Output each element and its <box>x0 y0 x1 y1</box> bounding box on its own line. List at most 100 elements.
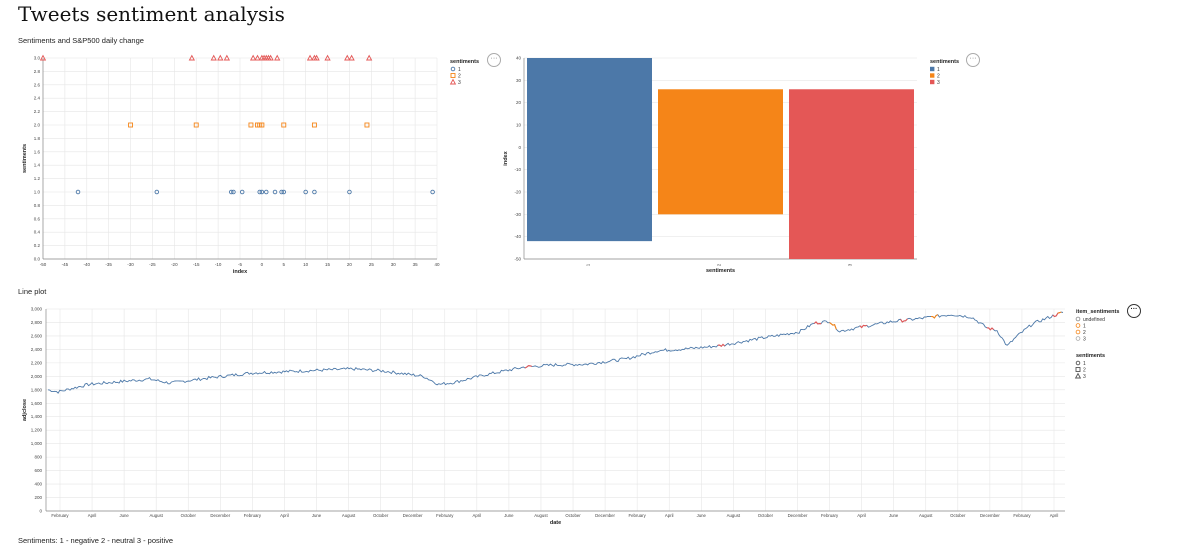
scatter-x-tick-label: -20 <box>171 262 178 267</box>
scatter-y-tick-label: 2.0 <box>34 123 41 128</box>
scatter-y-tick-label: 0.2 <box>34 243 41 248</box>
line-x-tick-label: April <box>473 513 482 518</box>
adjclose-series-line <box>47 311 1064 394</box>
line-x-tick-label: February <box>436 513 454 518</box>
line-legend-symbol-3 <box>1075 336 1081 341</box>
scatter-point-sentiment-1 <box>154 189 160 195</box>
scatter-point-sentiment-3 <box>254 54 261 61</box>
scatter-point-sentiment-3 <box>188 54 196 61</box>
line-legend-shape-2 <box>1075 367 1081 372</box>
scatter-y-tick-label: 0.0 <box>34 257 41 262</box>
line-y-tick-label: 2,000 <box>31 374 43 379</box>
scatter-point-sentiment-1 <box>303 189 308 195</box>
scatter-y-tick-label: 0.6 <box>34 216 41 221</box>
scatter-point-sentiment-1 <box>312 189 317 195</box>
line-x-tick-label: October <box>181 513 197 518</box>
scatter-y-tick-label: 2.8 <box>34 69 41 74</box>
line-plot-area: 0 200 400 600 800 1,000 1,200 1,400 1,600 1,800 2,… <box>22 307 1119 527</box>
scatter-actions-menu-button[interactable]: ··· <box>487 53 501 67</box>
line-y-axis-label: adjclose <box>22 399 28 421</box>
bar-legend-label: 3 <box>937 80 940 86</box>
line-legend-title-item-sentiments: item_sentiments <box>1076 309 1119 315</box>
line-x-tick-label: April <box>665 513 674 518</box>
scatter-legend-symbol-1 <box>450 66 456 72</box>
line-x-tick-label: October <box>373 513 389 518</box>
line-y-tick-label: 1,200 <box>31 428 43 433</box>
line-x-tick-label: February <box>1013 513 1031 518</box>
bar-actions-menu-button[interactable]: ··· <box>966 53 980 67</box>
scatter-x-tick-label: -35 <box>105 262 112 267</box>
line-x-tick-label: June <box>697 513 707 518</box>
line-x-tick-label: October <box>565 513 581 518</box>
bar-legend-title: sentiments <box>930 59 959 65</box>
line-y-tick-label: 2,600 <box>31 333 43 338</box>
scatter-x-tick-label: 5 <box>283 262 286 267</box>
line-x-tick-label: August <box>727 513 741 518</box>
bar-y-axis-label: index <box>503 150 509 165</box>
line-x-axis-label: date <box>550 520 561 526</box>
scatter-x-tick-label: -15 <box>193 262 200 267</box>
line-x-tick-label: February <box>244 513 262 518</box>
scatter-point-sentiment-3 <box>324 54 331 61</box>
line-x-tick-label: August <box>919 513 933 518</box>
sentiment-highlight-segment <box>1057 311 1062 314</box>
line-y-tick-label: 0 <box>39 509 42 514</box>
bar-y-tick-label: 0 <box>518 145 521 150</box>
scatter-x-tick-label: 10 <box>303 262 309 267</box>
line-y-tick-label: 600 <box>34 468 42 473</box>
scatter-y-tick-label: 1.6 <box>34 149 41 154</box>
line-x-tick-label: June <box>889 513 899 518</box>
sentiment-highlight-segment <box>813 321 822 325</box>
line-y-tick-label: 1,000 <box>31 441 43 446</box>
line-y-tick-label: 1,400 <box>31 414 43 419</box>
line-x-tick-label: October <box>950 513 966 518</box>
line-x-tick-label: February <box>821 513 839 518</box>
line-x-tick-label: December <box>403 513 423 518</box>
line-x-tick-label: December <box>595 513 615 518</box>
scatter-x-tick-label: 0 <box>261 262 264 267</box>
line-actions-menu-button[interactable]: ··· <box>1127 304 1141 318</box>
line-x-tick-label: August <box>149 513 163 518</box>
bar-legend-swatch-2 <box>930 73 935 78</box>
scatter-point-sentiment-1 <box>257 189 262 195</box>
scatter-point-sentiment-1 <box>430 189 435 195</box>
bar-y-tick-label: -10 <box>514 167 521 172</box>
line-legend-symbol-undefined <box>1075 316 1081 322</box>
sentiment-highlight-segment <box>900 318 908 323</box>
line-y-tick-label: 400 <box>34 482 42 487</box>
page-title: Tweets sentiment analysis <box>18 2 285 26</box>
line-y-tick-label: 2,800 <box>31 320 43 325</box>
line-x-tick-label: June <box>504 513 514 518</box>
bar-y-tick-label: -40 <box>514 234 521 239</box>
bar-y-tick-label: 20 <box>516 100 522 105</box>
scatter-point-sentiment-3 <box>249 54 257 61</box>
scatter-point-sentiment-3 <box>313 54 320 61</box>
scatter-y-tick-label: 1.4 <box>34 163 41 168</box>
scatter-point-sentiment-3 <box>39 54 47 61</box>
scatter-legend-symbol-3 <box>449 78 457 85</box>
bar-y-tick-label: 30 <box>516 78 522 83</box>
scatter-point-sentiment-2 <box>311 122 317 128</box>
scatter-y-tick-label: 2.6 <box>34 82 41 87</box>
scatter-point-sentiment-3 <box>348 54 355 61</box>
scatter-point-sentiment-1 <box>231 189 236 195</box>
line-x-tick-label: August <box>342 513 356 518</box>
sentiment-highlight-segment <box>859 324 867 329</box>
line-y-tick-label: 3,000 <box>31 307 43 312</box>
scatter-point-sentiment-2 <box>128 122 134 128</box>
scatter-point-sentiment-2 <box>193 122 199 128</box>
scatter-point-sentiment-3 <box>217 54 224 61</box>
scatter-point-sentiment-2 <box>364 122 370 128</box>
line-legend-label: 2 <box>1083 330 1086 336</box>
scatter-y-tick-label: 3.0 <box>34 56 41 61</box>
scatter-legend-label: 3 <box>458 80 461 86</box>
bar-y-tick-label: -50 <box>514 257 521 262</box>
line-x-tick-label: April <box>280 513 289 518</box>
line-x-tick-label: December <box>980 513 1000 518</box>
bar-legend-label: 1 <box>937 67 940 73</box>
line-legend-shape-3 <box>1074 372 1082 379</box>
scatter-y-tick-label: 1.8 <box>34 136 41 141</box>
